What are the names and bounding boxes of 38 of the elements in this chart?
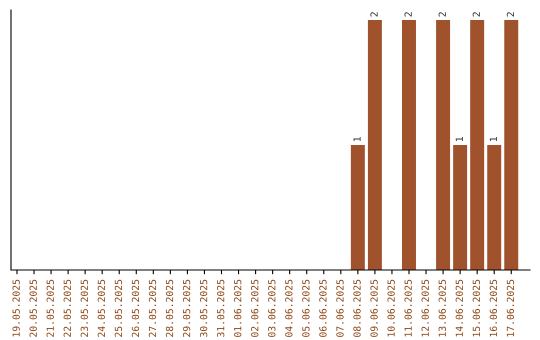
x-tick-label: 23.05.2025 [80, 280, 88, 337]
x-tick-label: 15.06.2025 [472, 280, 480, 336]
data-label: 1 [353, 137, 361, 142]
x-tick-label: 28.05.2025 [166, 280, 174, 337]
x-tick-label: 31.05.2025 [216, 280, 224, 337]
x-tick-label: 08.06.2025 [353, 280, 361, 337]
x-tick-label: 02.06.2025 [251, 280, 258, 337]
x-tick-label: 22.05.2025 [64, 280, 71, 337]
data-label: 2 [370, 12, 378, 16]
x-tick-label: 29.05.2025 [182, 280, 190, 337]
data-label: 2 [472, 12, 480, 16]
x-tick-label: 27.05.2025 [148, 280, 156, 337]
x-tick-label: 05.06.2025 [302, 280, 310, 337]
x-tick-label: 10.06.2025 [387, 280, 395, 336]
x-tick-label: 13.06.2025 [438, 280, 446, 336]
x-tick-label: 14.06.2025 [456, 280, 463, 336]
x-tick-label: 09.06.2025 [370, 280, 378, 337]
x-tick-label: 11.06.2025 [404, 280, 412, 336]
x-tick-label: 19.05.2025 [12, 280, 20, 336]
x-tick-label: 06.06.2025 [319, 280, 327, 337]
x-tick-label: 12.06.2025 [422, 280, 429, 336]
data-label: 2 [506, 12, 514, 16]
x-tick-label: 01.06.2025 [234, 280, 242, 337]
data-label: 1 [490, 137, 497, 142]
x-tick-label: 24.05.2025 [98, 280, 106, 337]
x-tick-label: 26.05.2025 [132, 280, 140, 337]
x-tick-label: 07.06.2025 [336, 280, 344, 337]
x-tick-label: 30.05.2025 [200, 280, 208, 337]
data-label: 1 [456, 137, 463, 142]
data-label: 2 [438, 12, 446, 16]
x-tick-label: 25.05.2025 [114, 280, 122, 337]
data-label: 2 [404, 12, 412, 16]
x-tick-label: 21.05.2025 [46, 280, 54, 337]
x-tick-label: 03.06.2025 [268, 280, 276, 337]
x-tick-label: 17.06.2025 [506, 280, 514, 336]
x-tick-label: 16.06.2025 [490, 280, 498, 336]
x-tick-label: 20.05.2025 [30, 280, 37, 337]
x-tick-label: 04.06.2025 [285, 280, 293, 337]
